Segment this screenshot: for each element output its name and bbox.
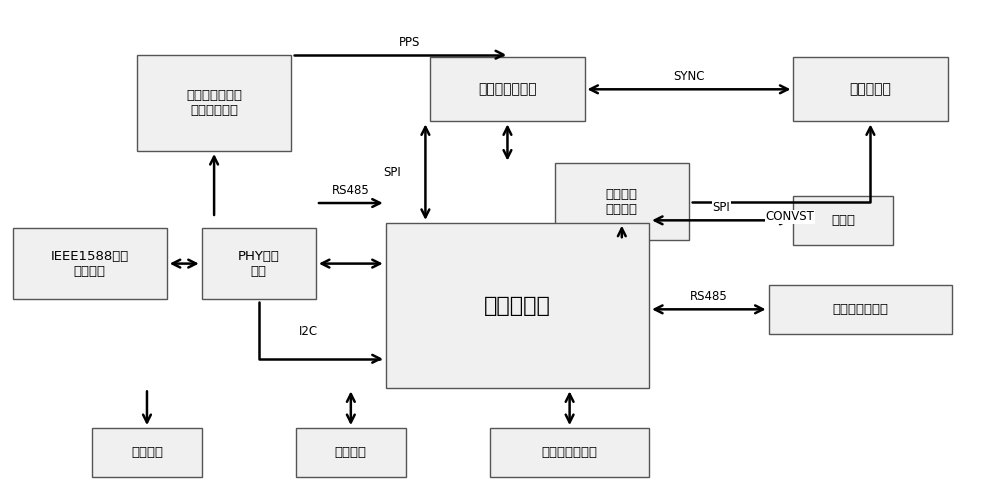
Text: 温湿度测量装置: 温湿度测量装置 [542, 446, 598, 459]
FancyBboxPatch shape [769, 284, 952, 334]
FancyBboxPatch shape [137, 54, 291, 151]
FancyBboxPatch shape [202, 228, 316, 300]
Text: CONVST: CONVST [765, 210, 814, 223]
Text: 电能量采集终端: 电能量采集终端 [832, 303, 888, 316]
Text: I2C: I2C [299, 325, 318, 338]
Text: 秒脉冲为基准的
时钟同步系统: 秒脉冲为基准的 时钟同步系统 [186, 89, 242, 117]
FancyBboxPatch shape [490, 428, 649, 478]
FancyBboxPatch shape [793, 57, 948, 122]
FancyBboxPatch shape [430, 57, 585, 122]
Text: 恒温晶振: 恒温晶振 [335, 446, 367, 459]
FancyBboxPatch shape [555, 164, 689, 240]
Text: SPI: SPI [712, 202, 730, 214]
FancyBboxPatch shape [793, 196, 893, 245]
Text: SPI: SPI [383, 166, 401, 178]
Text: RS485: RS485 [690, 290, 728, 304]
Text: 中央处理器: 中央处理器 [484, 296, 551, 316]
Text: 存储器: 存储器 [831, 214, 855, 227]
FancyBboxPatch shape [296, 428, 406, 478]
FancyBboxPatch shape [386, 223, 649, 388]
Text: RS485: RS485 [332, 184, 370, 197]
Text: 数字信号处理器: 数字信号处理器 [478, 82, 537, 96]
Text: PHY接口
芯片: PHY接口 芯片 [238, 250, 280, 278]
Text: 现场可编
程门阵列: 现场可编 程门阵列 [606, 188, 638, 216]
FancyBboxPatch shape [92, 428, 202, 478]
Text: PPS: PPS [399, 36, 420, 49]
Text: 模数转换器: 模数转换器 [849, 82, 891, 96]
Text: 时钟芯片: 时钟芯片 [131, 446, 163, 459]
Text: IEEE1588协议
时钟系统: IEEE1588协议 时钟系统 [51, 250, 129, 278]
Text: SYNC: SYNC [673, 70, 705, 84]
FancyBboxPatch shape [13, 228, 167, 300]
